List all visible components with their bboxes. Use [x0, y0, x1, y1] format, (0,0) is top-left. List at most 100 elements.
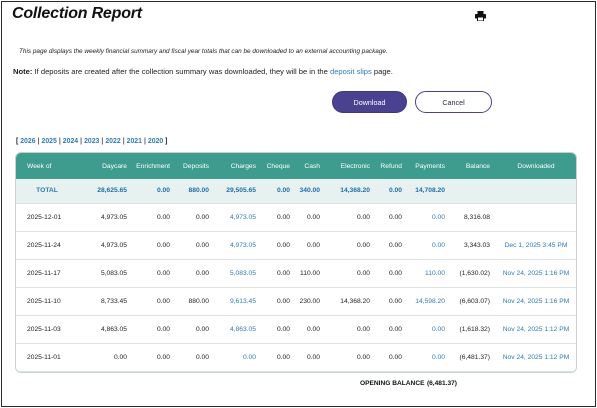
collection-table: Week of Daycare Enrichment Deposits Char…	[16, 153, 576, 372]
table-cell[interactable]: 0.00	[406, 315, 449, 344]
table-row: 2025-11-17 5,083.05 0.00 0.00 5,083.05 0.00 11…	[16, 259, 576, 288]
year-link-2023[interactable]: 2023	[84, 138, 100, 145]
table-cell: 0.00	[294, 203, 324, 232]
table-cell: 0.00	[174, 315, 213, 344]
table-cell: 0.00	[324, 203, 374, 232]
table-cell[interactable]: 110.00	[406, 259, 449, 288]
year-link-2025[interactable]: 2025	[41, 138, 57, 145]
column-header: Cash	[294, 153, 324, 179]
year-link-2026[interactable]: 2026	[20, 138, 36, 145]
table-cell: 0.00	[260, 259, 294, 288]
table-cell: 0.00	[374, 315, 406, 344]
downloaded-link[interactable]: Dec 1, 2025 3:45 PM	[494, 231, 576, 260]
column-header: Balance	[449, 153, 494, 179]
table-cell: 0.00	[131, 231, 174, 260]
table-cell: 0.00	[131, 259, 174, 288]
table-header-row: Week of Daycare Enrichment Deposits Char…	[16, 153, 576, 179]
table-cell: 14,368.20	[324, 179, 374, 204]
downloaded-link[interactable]: Nov 24, 2025 1:16 PM	[494, 287, 576, 316]
table-cell: 0.00	[294, 231, 324, 260]
table-cell: (1,618.32)	[449, 315, 494, 344]
table-cell: 0.00	[260, 203, 294, 232]
table-cell: 0.00	[131, 315, 174, 344]
table-cell: 0.00	[131, 203, 174, 232]
column-header: Deposits	[174, 153, 213, 179]
table-row: 2025-11-24 4,973.05 0.00 0.00 4,973.05 0.00 0.…	[16, 231, 576, 260]
collection-table-container: Week of Daycare Enrichment Deposits Char…	[15, 152, 577, 373]
years-close-bracket: ]	[165, 138, 168, 145]
table-cell: (6,481.37)	[449, 343, 494, 372]
opening-balance-value: (6,481.37)	[426, 380, 457, 387]
column-header: Refund	[374, 153, 406, 179]
downloaded-link[interactable]: Nov 24, 2025 1:12 PM	[494, 315, 576, 344]
deposit-slips-link[interactable]: deposit slips	[329, 67, 372, 76]
table-cell[interactable]: 4,973.05	[213, 231, 260, 260]
note-text: Note: If deposits are created after the …	[13, 67, 393, 76]
table-cell: 0.00	[374, 259, 406, 288]
years-open-bracket: [	[16, 138, 19, 145]
table-cell: 0.00	[374, 179, 406, 204]
table-cell: 0.00	[374, 343, 406, 372]
table-cell: (1,630.02)	[449, 259, 494, 288]
table-cell	[494, 179, 576, 204]
column-header: Week of	[16, 153, 78, 179]
table-cell: 4,863.05	[78, 315, 131, 344]
downloaded-link[interactable]: Nov 24, 2025 1:16 PM	[494, 259, 576, 288]
table-cell[interactable]: 5,083.05	[213, 259, 260, 288]
table-cell: 0.00	[294, 315, 324, 344]
week-of-cell: 2025-11-17	[16, 259, 78, 288]
table-row: 2025-12-01 4,973.05 0.00 0.00 4,973.05 0.00 0.…	[16, 203, 576, 232]
year-link-2024[interactable]: 2024	[62, 138, 79, 145]
table-cell: 0.00	[374, 231, 406, 260]
week-of-cell: 2025-11-10	[16, 287, 78, 316]
table-cell: TOTAL	[16, 179, 78, 204]
column-header: Cheque	[260, 153, 294, 179]
table-cell[interactable]: 0.00	[406, 231, 449, 260]
table-row: 2025-11-10 8,733.45 0.00 880.00 9,613.45 0.00…	[16, 287, 576, 316]
column-header: Daycare	[78, 153, 131, 179]
table-cell[interactable]: 4,973.05	[213, 203, 260, 232]
note-label: Note:	[13, 67, 33, 76]
table-row: 2025-11-01 0.00 0.00 0.00 0.00 0.00 0.00 0.00 0.…	[16, 343, 576, 372]
table-cell[interactable]: 0.00	[406, 203, 449, 232]
table-cell: 0.00	[131, 287, 174, 316]
downloaded-link[interactable]: Nov 24, 2025 1:12 PM	[494, 343, 576, 372]
cancel-button[interactable]: Cancel	[415, 91, 492, 113]
table-cell[interactable]: 14,598.20	[406, 287, 449, 316]
year-link-2020[interactable]: 2020	[147, 138, 164, 145]
table-cell[interactable]: 4,863.05	[213, 315, 260, 344]
table-cell: 0.00	[174, 231, 213, 260]
download-button[interactable]: Download	[332, 91, 407, 113]
note-suffix: page.	[371, 67, 393, 76]
table-cell: 3,343.03	[449, 231, 494, 260]
table-cell: 8,733.45	[78, 287, 131, 316]
column-header: Charges	[213, 153, 260, 179]
week-of-cell: 2025-11-24	[16, 231, 78, 260]
table-cell: 0.00	[260, 179, 294, 204]
note-body: If deposits are created after the collec…	[32, 67, 330, 76]
table-cell: 0.00	[374, 287, 406, 316]
table-cell: 0.00	[131, 343, 174, 372]
printer-icon[interactable]	[475, 11, 486, 21]
downloaded-link[interactable]	[494, 203, 576, 232]
column-header: Payments	[406, 153, 449, 179]
table-cell: 14,708.20	[406, 179, 449, 204]
table-cell: 0.00	[374, 203, 406, 232]
table-cell: 0.00	[131, 179, 174, 204]
table-cell: 0.00	[324, 315, 374, 344]
table-cell: 880.00	[174, 179, 213, 204]
table-cell: 4,973.05	[78, 231, 131, 260]
table-cell: 0.00	[260, 231, 294, 260]
table-cell[interactable]: 9,613.45	[213, 287, 260, 316]
table-cell: 28,625.65	[78, 179, 131, 204]
table-cell: 880.00	[174, 287, 213, 316]
column-header: Downloaded	[494, 153, 576, 179]
page-description: This page displays the weekly financial …	[19, 48, 388, 55]
year-link-2022[interactable]: 2022	[105, 138, 121, 145]
year-link-2021[interactable]: 2021	[126, 138, 142, 145]
table-row: 2025-11-03 4,863.05 0.00 0.00 4,863.05 0.00 0.…	[16, 315, 576, 344]
table-cell[interactable]: 0.00	[213, 343, 260, 372]
table-cell[interactable]: 0.00	[406, 343, 449, 372]
table-cell: 110.00	[294, 259, 324, 288]
